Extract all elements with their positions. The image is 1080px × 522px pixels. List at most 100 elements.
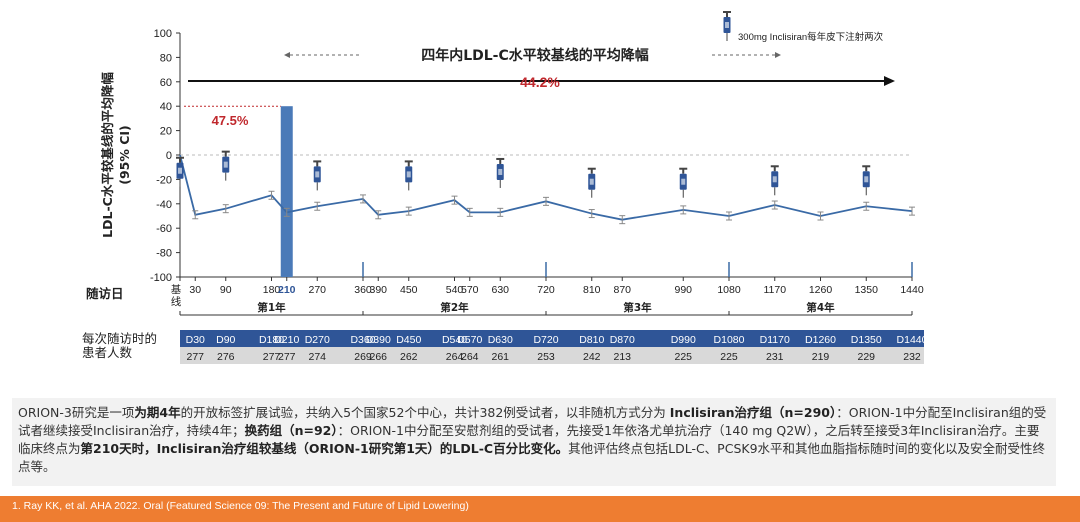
table-count-value: 225 [720,351,738,363]
table-count-value: 231 [766,351,784,363]
syringe-window [725,22,729,28]
syringe-plunger [726,12,728,17]
syringe-plunger [499,158,502,164]
syringe-icon [176,156,184,187]
table-count-value: 225 [674,351,692,363]
table-row-label: 每次随访时的患者人数 [82,331,157,360]
syringe-window [681,178,686,185]
x-tick-label: 870 [613,284,631,296]
x-tick-label: 1440 [900,284,924,296]
table-visit-label: D720 [533,334,558,346]
x-tick-label: 720 [537,284,555,296]
series-layer [179,154,915,225]
syringe-plunger [316,161,319,167]
x-tick-label: 1170 [763,284,786,296]
y-axis-title-line-1: LDL-C水平较基线的平均降幅 [100,72,115,238]
injection-legend-text: 300mg Inclisiran每年皮下注射两次 [738,31,884,43]
annotation-layer: 300mg Inclisiran每年皮下注射两次四年内LDL-C水平较基线的平均… [188,31,895,128]
x-tick-label: 1350 [855,284,879,296]
year-label: 第4年 [806,301,835,314]
table-count-value: 274 [308,351,326,363]
table-count-value: 276 [217,351,235,363]
syringe-window [315,171,320,178]
note-part-3: ：ORION-1中分配至Inclisiran组的受试者继续接受Inclisira… [18,405,1047,438]
syringe-plunger [590,168,593,174]
note-part-5: 其他评估终点包括LDL-C、PCSK9水平和其他血脂指标随时间的变化以及安全耐受… [18,441,1046,474]
y-tick-label: 100 [154,28,172,40]
table-count-value: 261 [491,351,509,363]
study-note-box [12,398,1056,486]
table-visit-label: D30 [186,334,205,346]
x-tick-label: 630 [491,284,509,296]
y-tick-label: 80 [160,52,172,64]
y-tick-label: -100 [150,272,172,284]
table-row-label-line-1: 每次随访时的 [82,331,157,346]
x-tick-label: 1260 [809,284,833,296]
x-tick-label-line-1: 基 [171,283,182,296]
x-tick-label: 270 [308,284,326,296]
syringe-window [772,176,777,183]
x-tick-label: 1080 [717,284,741,296]
note-part-2: 的开放标签扩展试验，共纳入5个国家52个中心，共计382例受试者，以非随机方式分… [180,405,670,420]
chart-area: 100 80 60 40 20 0 -20 -40 -60 -80 -100 LDL-C水平较基线的平… [82,11,924,364]
syringe-plunger [773,166,776,172]
overall-reduction-label: 44.2% [520,74,560,90]
y-axis-title-line-2: (95% CI) [117,125,132,185]
table-visit-label: D180 [259,334,284,346]
table-count-value: 277 [263,351,281,363]
table-visit-label: D1350 [851,334,882,346]
study-note: ORION-3研究是一项为期4年的开放标签扩展试验，共纳入5个国家52个中心，共… [18,404,1048,476]
table-count-value: 253 [537,351,555,363]
y-tick-label: 0 [166,150,172,162]
syringe-icon [313,160,322,191]
syringe-handle [679,167,688,170]
syringe-handle [770,165,779,168]
table-count-value: 266 [369,351,387,363]
syringe-icon [587,167,596,198]
x-tick-label: 360 [354,284,372,296]
table-visit-label: D1260 [805,334,836,346]
note-bold-4: 第210天时，Inclisiran治疗组较基线（ORION-1研究第1天）的LD… [80,441,569,456]
table-count-bg [180,347,924,364]
y-axis-title: LDL-C水平较基线的平均降幅 (95% CI) [100,72,132,238]
table-visit-label: D570 [457,334,482,346]
note-part-4: ：ORION-1中分配至安慰剂组的受试者，先接受1年依洛尤单抗治疗（140 mg… [18,423,1040,456]
table-count-value: 213 [613,351,631,363]
overall-arrow-head [884,76,895,86]
table-visit-label: D1080 [714,334,745,346]
syringe-icon [679,167,688,198]
x-tick-label: 990 [674,284,692,296]
table-visit-label: D360 [350,334,375,346]
syringe-icon [723,11,731,41]
syringe-handle [404,160,413,163]
table-visit-label: D990 [671,334,696,346]
year-label: 第1年 [257,301,286,314]
y-tick-label: -40 [156,199,172,211]
syringe-plunger [682,168,685,174]
table-count-value: 264 [461,351,479,363]
table-visit-label: D540 [442,334,467,346]
highlight-bar-layer [184,105,293,277]
y-tick-label: 60 [160,77,172,89]
x-tick-label: 基线 [171,283,182,308]
y-axis: 100 80 60 40 20 0 -20 -40 -60 -80 -100 LDL-C水平较基线的平… [100,28,181,284]
x-tick-label: 210 [278,284,296,296]
year-label: 第3年 [623,301,652,314]
syringe-plunger [179,157,181,163]
legend-arrow-head-right [775,52,781,58]
x-tick-label: 450 [400,284,418,296]
y-tick-label: -80 [156,248,172,260]
y-tick-label: -60 [156,223,172,235]
year-label: 第2年 [440,301,469,314]
chart-title: 四年内LDL-C水平较基线的平均降幅 [421,47,649,64]
y-tick-label: -20 [156,174,172,186]
table-visit-label: D630 [488,334,513,346]
table-visit-label: D210 [274,334,299,346]
x-tick-label: 540 [446,284,464,296]
x-tick-label: 810 [583,284,601,296]
x-tick-label: 30 [189,284,201,296]
syringe-handle [587,167,596,170]
x-tick-label: 570 [461,284,479,296]
first-period-reduction-label: 47.5% [212,113,249,128]
